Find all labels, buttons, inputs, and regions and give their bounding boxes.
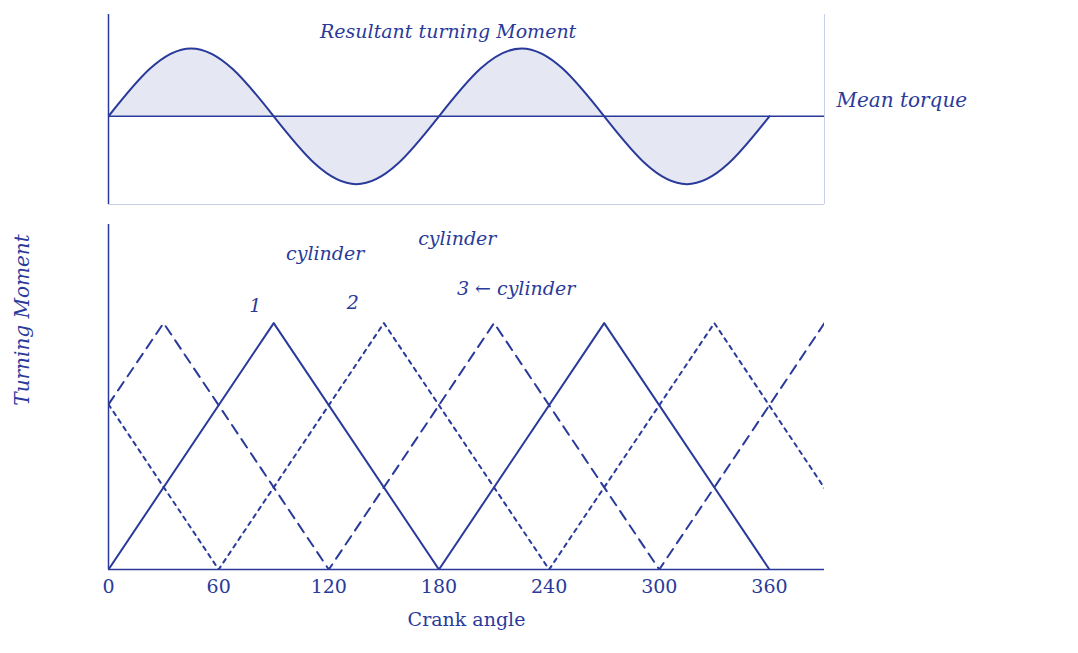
svg-text:cylinder: cylinder [418,227,498,249]
html-text:Turning Moment: Turning Moment [10,234,34,406]
svg-text:3 ← cylinder: 3 ← cylinder [457,277,577,299]
svg-text:2: 2 [346,291,359,313]
svg-text:Mean torque: Mean torque [836,88,968,112]
svg-text:1: 1 [249,294,261,316]
svg-text:120: 120 [311,575,347,597]
svg-text:cylinder: cylinder [286,242,366,264]
svg-text:Resultant turning Moment: Resultant turning Moment [319,20,577,42]
svg-text:180: 180 [421,575,457,597]
svg-text:300: 300 [641,575,677,597]
svg-text:0: 0 [102,575,114,597]
svg-text:60: 60 [207,575,231,597]
svg-text:240: 240 [531,575,567,597]
svg-text:Crank angle: Crank angle [408,608,526,630]
svg-text:360: 360 [751,575,787,597]
